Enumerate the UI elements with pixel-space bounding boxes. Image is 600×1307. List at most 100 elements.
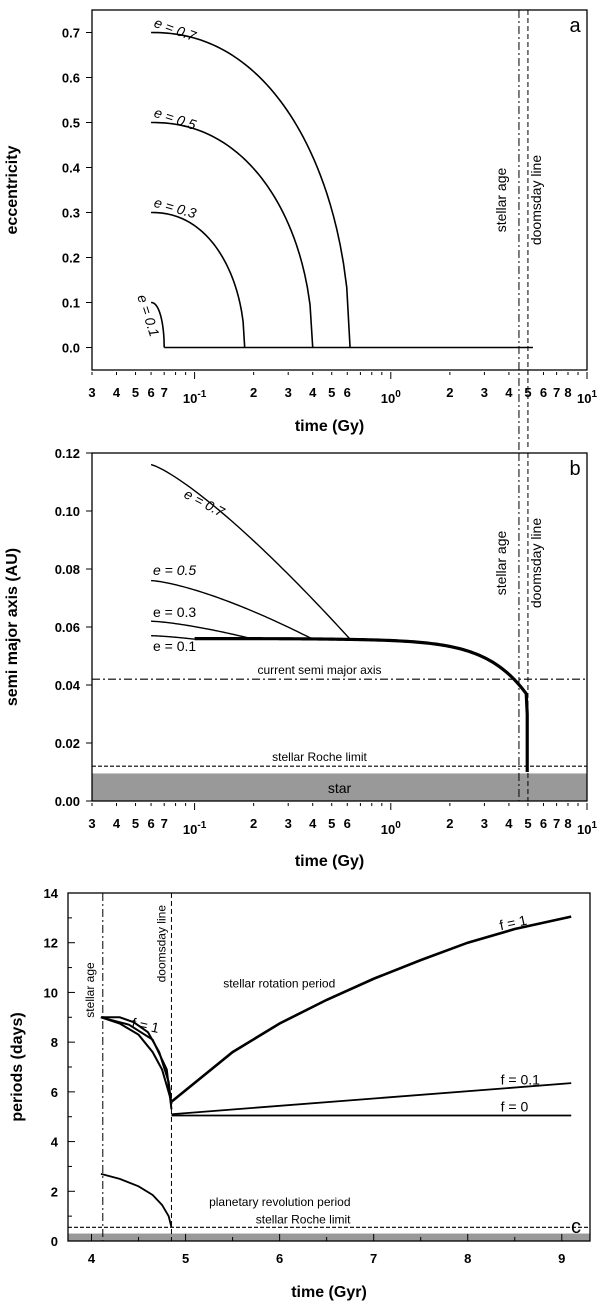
vline-label: doomsday line	[528, 518, 544, 608]
x-minor-tick-label: 2	[250, 816, 257, 831]
x-minor-tick-label: 7	[553, 385, 560, 400]
y-tick-label: 0.1	[62, 296, 80, 311]
y-tick-label: 0.2	[62, 251, 80, 266]
curve-label: f = 0	[501, 1099, 529, 1115]
x-minor-tick-label: 7	[553, 816, 560, 831]
period-curve	[100, 1173, 173, 1228]
x-decade-label: 100	[381, 389, 401, 406]
y-tick-label: 0.08	[55, 562, 80, 577]
semi-major-axis-curve	[151, 579, 314, 640]
x-decade-mantissa: 10	[381, 822, 395, 837]
y-tick-label: 12	[44, 936, 58, 951]
x-decade-label: 101	[577, 820, 597, 837]
y-tick-label: 0.0	[62, 341, 80, 356]
x-minor-tick-label: 3	[88, 816, 95, 831]
y-tick-label: 0	[51, 1234, 58, 1249]
y-axis-title: eccentricity	[4, 145, 21, 234]
x-decade-mantissa: 10	[183, 822, 197, 837]
plot-frame	[91, 9, 588, 371]
x-decade-exponent: 1	[591, 389, 597, 400]
period-curve	[170, 915, 572, 1103]
x-minor-tick-label: 3	[481, 385, 488, 400]
y-tick-label: 0.10	[55, 504, 80, 519]
plot-frame	[67, 892, 591, 1242]
vline-label: doomsday line	[154, 905, 168, 983]
y-tick-label: 14	[44, 886, 59, 901]
semi-major-axis-curve	[151, 620, 254, 640]
x-minor-tick-label: 6	[344, 385, 351, 400]
y-axis-title: semi major axis (AU)	[4, 548, 21, 706]
x-minor-tick-label: 4	[113, 816, 121, 831]
period-curve	[100, 1016, 173, 1103]
eccentricity-curve	[151, 31, 351, 348]
x-minor-tick-label: 5	[132, 385, 139, 400]
x-tick-label: 4	[88, 1251, 96, 1266]
y-tick-label: 0.4	[62, 161, 81, 176]
x-tick-label: 8	[464, 1251, 471, 1266]
period-curve	[100, 1016, 173, 1110]
vline-label: stellar age	[493, 167, 509, 232]
semi-major-axis-curve	[151, 635, 195, 640]
x-minor-tick-label: 6	[344, 816, 351, 831]
curve-label: e = 0.3	[152, 194, 198, 221]
annotation: planetary revolution period	[209, 1195, 350, 1209]
x-minor-tick-label: 6	[147, 816, 154, 831]
y-tick-label: 0.5	[62, 116, 80, 131]
y-tick-label: 2	[51, 1184, 58, 1199]
y-tick-label: 6	[51, 1085, 58, 1100]
semi-major-axis-curve	[150, 463, 351, 640]
y-tick-label: 0.04	[55, 678, 81, 693]
y-tick-label: 0.6	[62, 71, 80, 86]
x-minor-tick-label: 2	[250, 385, 257, 400]
x-minor-tick-label: 4	[113, 385, 121, 400]
hline-label: stellar Roche limit	[272, 750, 367, 764]
x-minor-tick-label: 5	[132, 816, 139, 831]
x-decade-mantissa: 10	[183, 391, 197, 406]
x-tick-label: 5	[182, 1251, 189, 1266]
x-minor-tick-label: 4	[309, 816, 317, 831]
curve-label: e = 0.5	[153, 562, 196, 578]
x-minor-tick-label: 3	[285, 816, 292, 831]
star-band	[68, 1233, 590, 1241]
panel-letter: a	[569, 15, 581, 37]
x-decade-exponent: 0	[395, 389, 401, 400]
x-decade-mantissa: 10	[577, 391, 591, 406]
star-band	[92, 773, 587, 801]
y-tick-label: 0.7	[62, 26, 80, 41]
x-minor-tick-label: 3	[285, 385, 292, 400]
panel-a: 0.00.10.20.30.40.50.60.73 4 5 6 7 2 3 4 5 6 2 3 4 5 6 7…	[4, 9, 597, 435]
x-decade-label: 10-1	[183, 820, 207, 837]
x-tick-label: 9	[558, 1251, 565, 1266]
curve-label: e = 0.1	[134, 292, 163, 338]
x-minor-tick-label: 2	[446, 385, 453, 400]
hline-label: current semi major axis	[257, 663, 381, 677]
vline-label: stellar age	[83, 962, 97, 1018]
x-decade-exponent: -1	[197, 820, 206, 831]
x-decade-label: 100	[381, 820, 401, 837]
star-label: star	[328, 780, 352, 796]
eccentricity-curve	[151, 121, 314, 348]
curve-label: f = 1	[498, 912, 529, 933]
x-minor-tick-label: 4	[505, 385, 513, 400]
vline-label: stellar age	[493, 530, 509, 595]
x-minor-tick-label: 5	[328, 385, 335, 400]
x-minor-tick-label: 5	[524, 816, 531, 831]
curve-label: f = 0.1	[501, 1071, 541, 1087]
x-minor-tick-label: 4	[309, 385, 317, 400]
curve-label: e = 0.1	[153, 638, 196, 654]
y-tick-label: 10	[44, 985, 58, 1000]
x-minor-tick-label: 4	[505, 816, 513, 831]
panel-letter: c	[571, 1216, 581, 1238]
eccentricity-curve	[151, 211, 246, 348]
x-minor-tick-label: 8	[564, 385, 571, 400]
curve-label: e = 0.7	[182, 486, 229, 521]
x-minor-tick-label: 2	[446, 816, 453, 831]
x-minor-tick-label: 3	[88, 385, 95, 400]
x-axis-title: time (Gy)	[295, 418, 364, 435]
y-tick-label: 4	[51, 1135, 59, 1150]
x-minor-tick-label: 8	[564, 816, 571, 831]
annotation: stellar rotation period	[223, 976, 335, 990]
x-decade-exponent: 0	[395, 820, 401, 831]
y-tick-label: 8	[51, 1035, 58, 1050]
